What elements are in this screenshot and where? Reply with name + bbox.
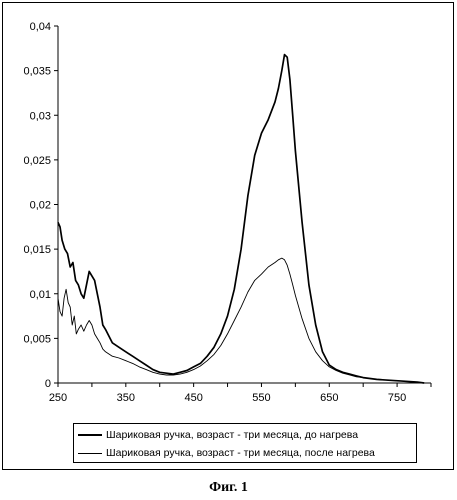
y-tick-label: 0,01 [30, 289, 51, 301]
x-tick-label: 250 [49, 392, 67, 404]
figure-caption: Фиг. 1 [209, 480, 248, 495]
legend-swatch-series-1 [78, 434, 102, 436]
y-tick-label: 0,03 [30, 110, 51, 122]
series-line-2 [57, 257, 425, 384]
chart-legend: Шариковая ручка, возраст - три месяца, д… [73, 423, 417, 463]
x-tick-label: 450 [184, 392, 202, 404]
x-tick-label: 650 [320, 392, 338, 404]
legend-item-series-2: Шариковая ручка, возраст - три месяца, п… [78, 445, 375, 461]
y-tick-label: 0,015 [23, 244, 51, 256]
legend-label-series-1: Шариковая ручка, возраст - три месяца, д… [106, 429, 359, 441]
chart-plot: 0 0,005 0,01 0,015 0,02 0,025 0,03 0,035 0,04 250… [23, 21, 432, 404]
chart-frame: 0 0,005 0,01 0,015 0,02 0,025 0,03 0,035 0,04 250… [2, 2, 454, 470]
legend-item-series-1: Шариковая ручка, возраст - три месяца, д… [78, 427, 358, 443]
y-tick-label: 0,025 [23, 155, 51, 167]
legend-swatch-series-2 [78, 452, 102, 454]
series-line-1 [57, 53, 425, 384]
x-tick-label: 350 [117, 392, 135, 404]
x-tick-label: 750 [388, 392, 406, 404]
legend-label-series-2: Шариковая ручка, возраст - три месяца, п… [106, 447, 375, 459]
y-tick-label: 0 [45, 378, 51, 390]
y-tick-label: 0,005 [23, 333, 51, 345]
y-tick-label: 0,04 [30, 21, 51, 33]
y-tick-label: 0,035 [23, 66, 51, 78]
x-tick-label: 550 [252, 392, 270, 404]
y-tick-label: 0,02 [30, 200, 51, 212]
